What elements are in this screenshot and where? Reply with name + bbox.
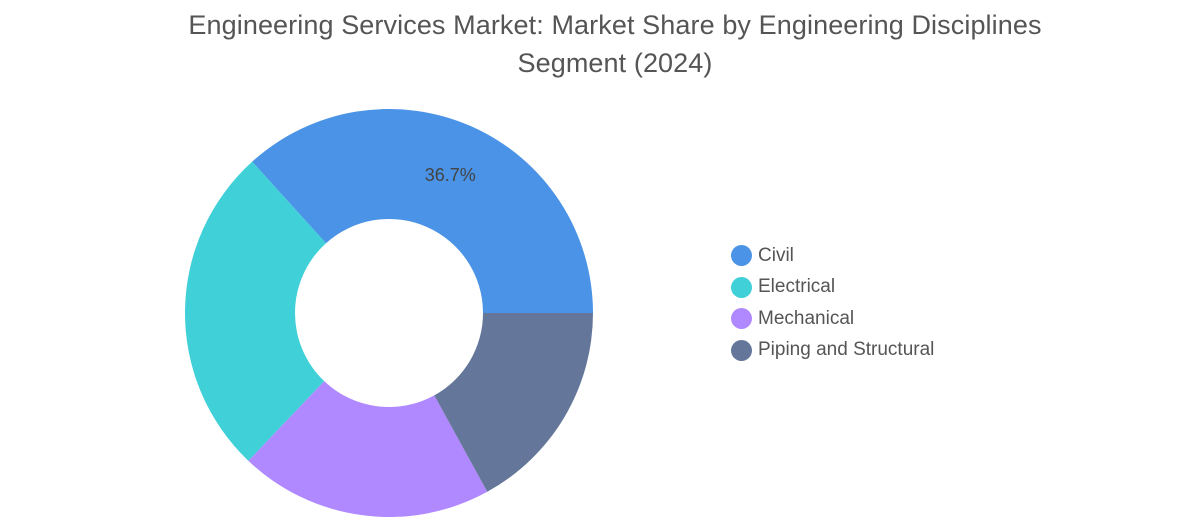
legend-label-civil: Civil [758, 244, 794, 266]
slice-label-civil: 36.7% [425, 165, 476, 185]
slice-civil[interactable] [252, 109, 593, 314]
legend-swatch-mechanical [731, 308, 752, 330]
legend-swatch-piping-and-structural [731, 339, 752, 361]
legend-swatch-civil [731, 245, 752, 267]
legend-label-piping-and-structural: Piping and Structural [758, 339, 935, 361]
chart-title-line-1: Engineering Services Market: Market Shar… [188, 10, 1042, 40]
legend-swatch-electrical [731, 276, 752, 298]
legend-label-mechanical: Mechanical [758, 307, 855, 329]
chart-title: Engineering Services Market: Market Shar… [0, 6, 1192, 82]
slice-electrical[interactable] [184, 161, 326, 461]
legend-label-electrical: Electrical [758, 276, 836, 298]
legend-item-civil[interactable]: Civil [731, 240, 934, 272]
legend-item-electrical[interactable]: Electrical [731, 272, 934, 304]
slice-mechanical[interactable] [248, 381, 488, 517]
chart-legend: Civil Electrical Mechanical Piping and Stru… [731, 240, 934, 366]
legend-item-mechanical[interactable]: Mechanical [731, 303, 934, 335]
legend-item-piping-and-structural[interactable]: Piping and Structural [731, 335, 934, 367]
slice-piping-and-structural[interactable] [434, 313, 593, 492]
chart-title-line-2: Segment (2024) [517, 48, 713, 78]
